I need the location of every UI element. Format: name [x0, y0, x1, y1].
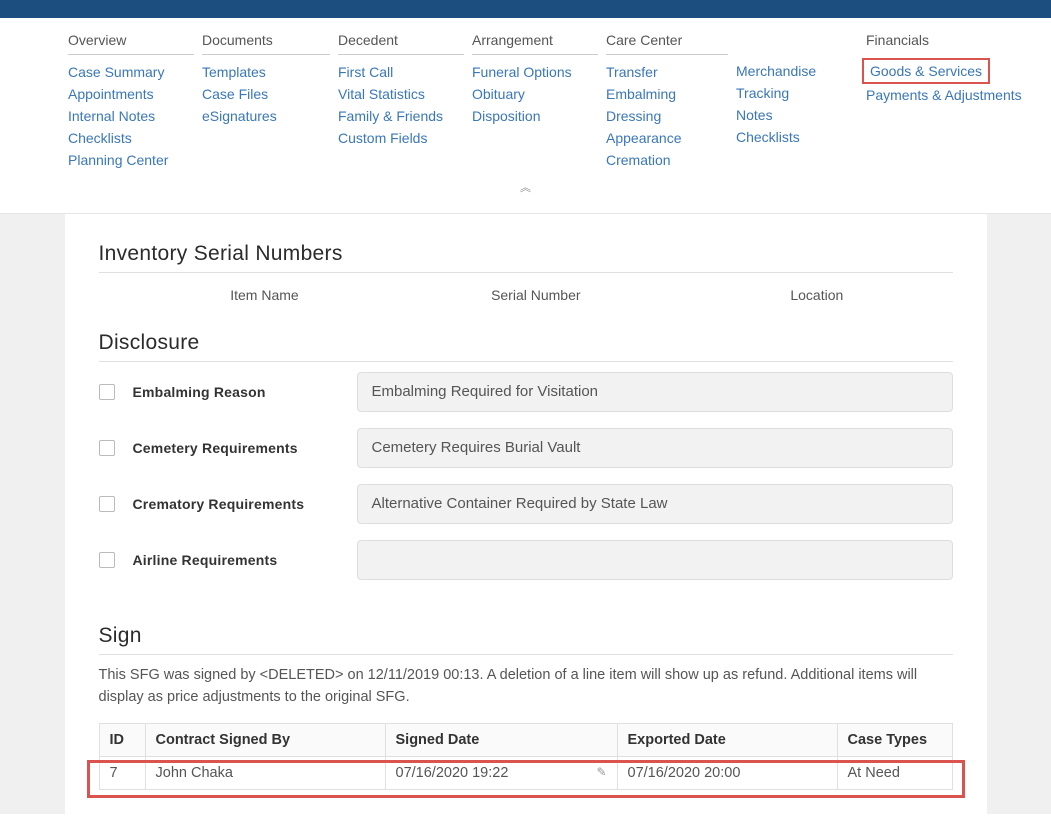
chevron-up-icon: ︽	[520, 182, 531, 194]
disclosure-row-embalming: Embalming Reason Embalming Required for …	[99, 372, 953, 412]
th-exported-date[interactable]: Exported Date	[617, 723, 837, 756]
nav-goods-services[interactable]: Goods & Services	[862, 58, 990, 84]
nav-header-documents: Documents	[202, 28, 330, 55]
nav-embalming[interactable]: Embalming	[606, 83, 728, 105]
label-crematory: Crematory Requirements	[133, 496, 357, 512]
signed-date-text: 07/16/2020 19:22	[396, 765, 509, 781]
sign-row[interactable]: 7 John Chaka 07/16/2020 19:22 ✎ 07/16/20…	[99, 756, 952, 789]
nav-first-call[interactable]: First Call	[338, 61, 464, 83]
disclosure-row-airline: Airline Requirements	[99, 540, 953, 580]
th-case-types[interactable]: Case Types	[837, 723, 952, 756]
nav-col-overview: Overview Case Summary Appointments Inter…	[68, 28, 202, 171]
pencil-icon[interactable]: ✎	[596, 765, 606, 779]
checkbox-airline[interactable]	[99, 552, 115, 568]
nav-col-care: Care Center Transfer Embalming Dressing …	[606, 28, 736, 171]
inv-col-item: Item Name	[99, 287, 391, 303]
nav-notes[interactable]: Notes	[736, 104, 858, 126]
label-embalming: Embalming Reason	[133, 384, 357, 400]
nav-col-arrangement: Arrangement Funeral Options Obituary Dis…	[472, 28, 606, 171]
nav-header-care: Care Center	[606, 28, 728, 55]
th-signed-date[interactable]: Signed Date	[385, 723, 617, 756]
label-cemetery: Cemetery Requirements	[133, 440, 357, 456]
nav-checklists[interactable]: Checklists	[68, 127, 194, 149]
nav-col-financials: Financials Goods & Services Payments & A…	[866, 28, 1036, 171]
page-body: Inventory Serial Numbers Item Name Seria…	[0, 214, 1051, 814]
nav-section: Overview Case Summary Appointments Inter…	[0, 18, 1051, 214]
th-signed-by[interactable]: Contract Signed By	[145, 723, 385, 756]
nav-disposition[interactable]: Disposition	[472, 105, 598, 127]
inventory-title: Inventory Serial Numbers	[99, 242, 953, 273]
nav-header-blank	[736, 28, 858, 54]
nav-family-friends[interactable]: Family & Friends	[338, 105, 464, 127]
disclosure-row-cemetery: Cemetery Requirements Cemetery Requires …	[99, 428, 953, 468]
cell-signed-by: John Chaka	[145, 756, 385, 789]
checkbox-embalming[interactable]	[99, 384, 115, 400]
nav-payments-adjustments[interactable]: Payments & Adjustments	[866, 84, 1028, 106]
disclosure-title: Disclosure	[99, 331, 953, 362]
checkbox-crematory[interactable]	[99, 496, 115, 512]
nav-internal-notes[interactable]: Internal Notes	[68, 105, 194, 127]
disclosure-row-crematory: Crematory Requirements Alternative Conta…	[99, 484, 953, 524]
nav-esignatures[interactable]: eSignatures	[202, 105, 330, 127]
input-airline[interactable]	[357, 540, 953, 580]
nav-merchandise[interactable]: Merchandise	[736, 60, 858, 82]
top-bar	[0, 0, 1051, 18]
checkbox-cemetery[interactable]	[99, 440, 115, 456]
nav-appearance[interactable]: Appearance	[606, 127, 728, 149]
cell-exported-date: 07/16/2020 20:00	[617, 756, 837, 789]
inv-col-serial: Serial Number	[390, 287, 681, 303]
nav-header-decedent: Decedent	[338, 28, 464, 55]
nav-templates[interactable]: Templates	[202, 61, 330, 83]
cell-id: 7	[99, 756, 145, 789]
content-card: Inventory Serial Numbers Item Name Seria…	[65, 214, 987, 814]
nav-vital-statistics[interactable]: Vital Statistics	[338, 83, 464, 105]
inv-col-location: Location	[681, 287, 952, 303]
sign-text: This SFG was signed by <DELETED> on 12/1…	[99, 665, 953, 709]
nav-planning-center[interactable]: Planning Center	[68, 149, 194, 171]
nav-checklists2[interactable]: Checklists	[736, 126, 858, 148]
nav-case-files[interactable]: Case Files	[202, 83, 330, 105]
sign-title: Sign	[99, 624, 953, 655]
nav-col-decedent: Decedent First Call Vital Statistics Fam…	[338, 28, 472, 171]
nav-tracking[interactable]: Tracking	[736, 82, 858, 104]
nav-case-summary[interactable]: Case Summary	[68, 61, 194, 83]
nav-header-arrangement: Arrangement	[472, 28, 598, 55]
nav-transfer[interactable]: Transfer	[606, 61, 728, 83]
nav-col-care2: Merchandise Tracking Notes Checklists	[736, 28, 866, 171]
nav-obituary[interactable]: Obituary	[472, 83, 598, 105]
input-cemetery[interactable]: Cemetery Requires Burial Vault	[357, 428, 953, 468]
nav-custom-fields[interactable]: Custom Fields	[338, 127, 464, 149]
nav-header-financials: Financials	[866, 28, 1028, 54]
cell-case-type: At Need	[837, 756, 952, 789]
th-id[interactable]: ID	[99, 723, 145, 756]
cell-signed-date: 07/16/2020 19:22 ✎	[385, 756, 617, 789]
input-embalming[interactable]: Embalming Required for Visitation	[357, 372, 953, 412]
nav-header-overview: Overview	[68, 28, 194, 55]
label-airline: Airline Requirements	[133, 552, 357, 568]
sign-table: ID Contract Signed By Signed Date Export…	[99, 723, 953, 790]
nav-funeral-options[interactable]: Funeral Options	[472, 61, 598, 83]
nav-col-documents: Documents Templates Case Files eSignatur…	[202, 28, 338, 171]
collapse-toggle[interactable]: ︽	[0, 171, 1051, 199]
nav-dressing[interactable]: Dressing	[606, 105, 728, 127]
inventory-headers: Item Name Serial Number Location	[99, 283, 953, 331]
nav-appointments[interactable]: Appointments	[68, 83, 194, 105]
input-crematory[interactable]: Alternative Container Required by State …	[357, 484, 953, 524]
nav-cremation[interactable]: Cremation	[606, 149, 728, 171]
